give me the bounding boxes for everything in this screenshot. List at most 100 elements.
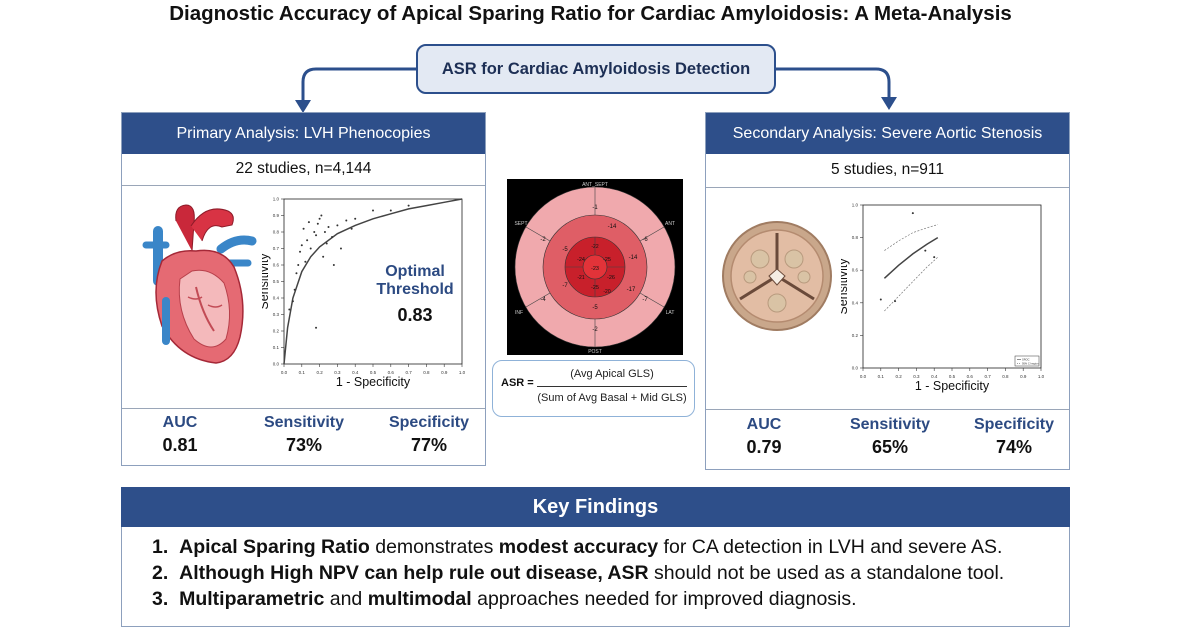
y-tick-label: 0.6 bbox=[273, 263, 280, 268]
apical-segment-value: -25 bbox=[603, 257, 611, 263]
study-point bbox=[325, 242, 328, 245]
x-tick-label: 0.5 bbox=[370, 370, 377, 375]
finding-text: approaches needed for improved diagnosis… bbox=[471, 588, 857, 610]
basal-segment-value: -6 bbox=[642, 237, 648, 243]
x-tick-label: 0.3 bbox=[913, 374, 920, 379]
study-point bbox=[332, 264, 335, 266]
y-tick-label: 0.8 bbox=[273, 230, 280, 235]
metric-label: AUC bbox=[162, 414, 198, 431]
optimal-threshold-value: 0.83 bbox=[397, 305, 433, 325]
x-tick-label: 0.0 bbox=[860, 374, 867, 379]
x-axis-label: 1 - Specificity bbox=[915, 379, 990, 393]
study-point bbox=[299, 250, 302, 253]
study-point bbox=[354, 217, 357, 220]
primary-metric-auc: AUC 0.81 bbox=[130, 414, 230, 456]
segment-region-label: POST bbox=[588, 349, 602, 355]
finding-emphasis: multimodal bbox=[367, 588, 472, 610]
apical-segment-value: -26 bbox=[607, 275, 615, 281]
metric-value: 77% bbox=[410, 435, 448, 455]
metric-label: AUC bbox=[746, 416, 782, 433]
x-tick-label: 0.1 bbox=[299, 370, 306, 375]
apical-segment-value: -25 bbox=[591, 285, 599, 291]
y-tick-label: 0.7 bbox=[273, 246, 280, 251]
secondary-metric-auc: AUC 0.79 bbox=[714, 416, 814, 458]
segment-region-label: SEPT bbox=[514, 221, 527, 227]
mid-segment-value: -14 bbox=[629, 255, 638, 261]
legend-entry: 95% CI region bbox=[1022, 362, 1039, 366]
y-tick-label: 0.5 bbox=[273, 279, 280, 284]
study-point bbox=[307, 221, 310, 224]
y-axis-label: Sensitivity bbox=[841, 258, 850, 315]
metric-value: 0.81 bbox=[162, 435, 198, 455]
finding-emphasis: Multiparametric bbox=[179, 588, 325, 610]
primary-panel: Primary Analysis: LVH Phenocopies 22 stu… bbox=[121, 112, 486, 466]
connector-arrows bbox=[295, 67, 897, 113]
segment-region-label: ANT bbox=[665, 221, 675, 227]
secondary-header: Secondary Analysis: Severe Aortic Stenos… bbox=[706, 113, 1069, 154]
primary-header: Primary Analysis: LVH Phenocopies bbox=[122, 113, 485, 154]
study-point bbox=[407, 204, 410, 207]
x-tick-label: 0.6 bbox=[388, 370, 395, 375]
basal-segment-value: -2 bbox=[592, 327, 598, 333]
metric-value: 65% bbox=[871, 437, 909, 457]
mid-segment-value: -7 bbox=[562, 283, 568, 289]
y-tick-label: 0.6 bbox=[852, 268, 859, 273]
sroc-curve bbox=[883, 236, 939, 279]
x-tick-label: 0.7 bbox=[984, 374, 991, 379]
secondary-studies: 5 studies, n=911 bbox=[830, 161, 945, 178]
segment-region-label: LAT bbox=[666, 310, 675, 316]
study-point bbox=[911, 212, 914, 215]
y-tick-label: 0.2 bbox=[852, 333, 859, 338]
segment-region-label: INF bbox=[515, 310, 523, 316]
y-tick-label: 0.0 bbox=[273, 362, 280, 367]
x-tick-label: 0.4 bbox=[352, 370, 359, 375]
x-tick-label: 1.0 bbox=[459, 370, 466, 375]
study-point bbox=[331, 235, 334, 238]
secondary-metric-sensitivity: Sensitivity 65% bbox=[836, 416, 944, 458]
x-tick-label: 1.0 bbox=[1038, 374, 1045, 379]
study-point bbox=[372, 209, 374, 212]
x-tick-label: 0.1 bbox=[878, 374, 885, 379]
apical-segment-value: -24 bbox=[577, 257, 585, 263]
divider bbox=[706, 409, 1069, 410]
formula-denominator: (Sum of Avg Basal + Mid GLS) bbox=[537, 392, 687, 404]
y-tick-label: 0.9 bbox=[273, 213, 280, 218]
study-point bbox=[350, 227, 353, 230]
primary-metric-sensitivity: Sensitivity 73% bbox=[252, 414, 356, 456]
x-tick-label: 0.5 bbox=[949, 374, 956, 379]
finding-emphasis: Apical Sparing Ratio bbox=[179, 536, 370, 558]
study-point bbox=[320, 214, 323, 217]
bullseye-plot: ANT_SEPT ANT LAT POST INF SEPT -1 -6 -7 -2 -4 -2 -14… bbox=[514, 182, 676, 355]
study-point bbox=[295, 272, 298, 275]
primary-sroc-chart: 0.0 0.1 0.2 0.3 0.4 0.5 0.6 0.7 0.8 0.9 1.0 0.0 0.1 0… bbox=[262, 197, 466, 390]
finding-2: 2. Although High NPV can help rule out d… bbox=[152, 562, 1004, 585]
finding-3: 3. Multiparametric and multimodal approa… bbox=[152, 588, 857, 611]
study-point bbox=[302, 227, 305, 230]
x-tick-label: 0.2 bbox=[316, 370, 323, 375]
x-tick-label: 0.4 bbox=[931, 374, 938, 379]
plot-frame bbox=[862, 204, 1042, 369]
study-point bbox=[291, 300, 294, 303]
metric-value: 73% bbox=[285, 435, 323, 455]
study-point bbox=[336, 224, 339, 227]
segment-region-label: ANT_SEPT bbox=[582, 182, 608, 188]
x-tick-label: 0.7 bbox=[405, 370, 412, 375]
x-tick-label: 0.6 bbox=[967, 374, 974, 379]
x-tick-label: 0.9 bbox=[1020, 374, 1027, 379]
study-point bbox=[306, 239, 309, 242]
finding-text: for CA detection in LVH and severe AS. bbox=[658, 536, 1003, 558]
secondary-sroc-chart: 0.0 0.1 0.2 0.3 0.4 0.5 0.6 0.7 0.8 0.9 1.0 0.0 0.2 0… bbox=[841, 203, 1045, 394]
divider bbox=[122, 185, 485, 186]
metric-value: 0.79 bbox=[746, 437, 782, 457]
y-axis-label: Sensitivity bbox=[262, 253, 271, 310]
basal-segment-value: -7 bbox=[642, 297, 648, 303]
legend-box bbox=[1014, 355, 1040, 367]
finding-emphasis: Although High NPV can help rule out dise… bbox=[179, 562, 649, 584]
apex-value: -23 bbox=[591, 266, 599, 272]
study-point bbox=[327, 226, 330, 229]
study-point bbox=[339, 247, 342, 250]
study-point bbox=[300, 244, 303, 247]
finding-emphasis: modest accuracy bbox=[498, 536, 659, 558]
study-point bbox=[313, 231, 316, 233]
study-point bbox=[924, 249, 927, 252]
